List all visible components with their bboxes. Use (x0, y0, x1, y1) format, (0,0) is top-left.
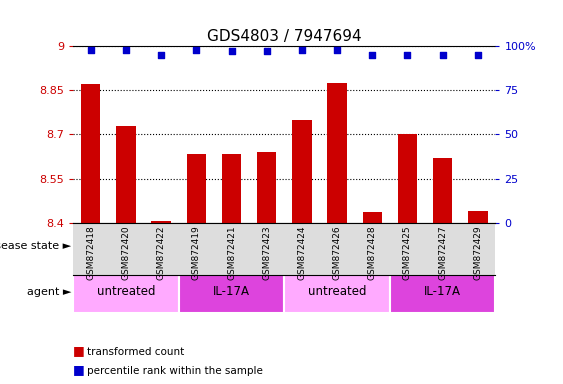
Bar (117, 126, 136, 223)
Bar (284, 225, 495, 266)
Text: IL-17A: IL-17A (424, 285, 461, 298)
Bar (363, 212, 382, 223)
Bar (468, 211, 488, 223)
Bar (73, 225, 284, 266)
Bar (81, 84, 100, 223)
Point (297, 46, 306, 53)
Point (157, 52, 166, 58)
Text: untreated: untreated (308, 285, 367, 298)
Text: ■: ■ (73, 344, 89, 357)
Text: disease state ►: disease state ► (0, 241, 71, 251)
Point (86, 46, 95, 53)
Text: IL-17A: IL-17A (213, 285, 250, 298)
Bar (257, 152, 276, 223)
Point (262, 48, 271, 55)
Point (403, 52, 412, 58)
Bar (222, 154, 241, 223)
Text: GSM872427: GSM872427 (438, 225, 447, 280)
Text: mild asthma: mild asthma (353, 239, 427, 252)
Point (333, 46, 342, 53)
Text: GSM872426: GSM872426 (333, 225, 342, 280)
Text: GSM872428: GSM872428 (368, 225, 377, 280)
Bar (328, 83, 347, 223)
Text: ■: ■ (73, 363, 89, 376)
Bar (390, 271, 495, 313)
Point (192, 46, 201, 53)
Text: GSM872423: GSM872423 (262, 225, 271, 280)
Text: GSM872424: GSM872424 (297, 225, 306, 280)
Bar (398, 134, 417, 223)
Text: GSM872420: GSM872420 (122, 225, 131, 280)
Text: GSM872421: GSM872421 (227, 225, 236, 280)
Point (438, 52, 447, 58)
Bar (187, 154, 206, 223)
Bar (73, 271, 179, 313)
Text: transformed count: transformed count (87, 347, 185, 357)
Text: GSM872429: GSM872429 (473, 225, 482, 280)
Text: agent ►: agent ► (26, 287, 71, 297)
Text: GSM872419: GSM872419 (192, 225, 201, 280)
Bar (151, 221, 171, 223)
Text: GSM872422: GSM872422 (157, 225, 166, 280)
Title: GDS4803 / 7947694: GDS4803 / 7947694 (207, 28, 361, 43)
Bar (433, 158, 452, 223)
Bar (179, 271, 284, 313)
Point (368, 52, 377, 58)
Text: untreated: untreated (97, 285, 155, 298)
Bar (292, 120, 311, 223)
Text: percentile rank within the sample: percentile rank within the sample (87, 366, 263, 376)
Point (122, 46, 131, 53)
Text: control: control (158, 239, 199, 252)
Text: GSM872425: GSM872425 (403, 225, 412, 280)
Point (473, 52, 482, 58)
Text: GSM872418: GSM872418 (86, 225, 95, 280)
Point (227, 48, 236, 55)
Bar (284, 271, 390, 313)
